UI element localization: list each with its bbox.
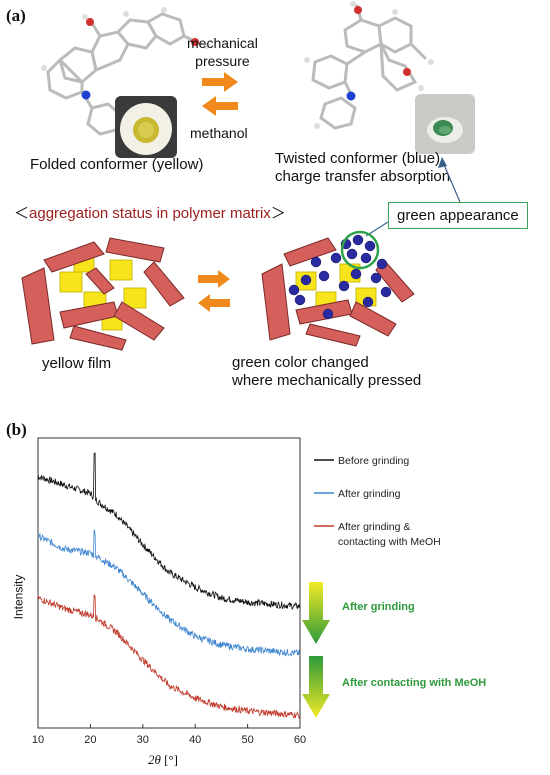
green-film-illustration bbox=[261, 230, 415, 347]
mechanical-pressure-label: mechanical pressure bbox=[187, 35, 258, 69]
yellow-film-illustration bbox=[21, 237, 185, 351]
legend-label-1: Before grinding bbox=[338, 455, 409, 467]
after-grinding-arrow-icon bbox=[302, 582, 330, 644]
legend-label-3: contacting with MeOH bbox=[338, 536, 441, 548]
xrd-chart: 10 20 30 40 50 60 Before grinding After grindin… bbox=[32, 437, 441, 746]
plot-frame bbox=[37, 437, 301, 729]
x-tick-label: 10 bbox=[32, 734, 44, 746]
after-methanol-arrow-icon bbox=[302, 656, 330, 718]
y-axis-label: Intensity bbox=[11, 574, 26, 620]
green-appearance-box: green appearance bbox=[388, 202, 528, 229]
yellow-film-caption: yellow film bbox=[42, 355, 112, 372]
legend-label-3: After grinding & bbox=[338, 521, 410, 533]
forward-arrow-icon-2 bbox=[198, 270, 230, 288]
aggregation-text: aggregation status in polymer matrix bbox=[29, 205, 271, 222]
x-tick-label: 20 bbox=[84, 734, 96, 746]
panel-b-label: (b) bbox=[6, 420, 27, 439]
forward-arrow-icon bbox=[202, 72, 238, 92]
x-tick-label: 60 bbox=[294, 734, 306, 746]
mechanically-pressed-caption: where mechanically pressed bbox=[232, 372, 422, 389]
reverse-arrow-icon bbox=[202, 96, 238, 116]
x-axis-symbol: 2θ bbox=[148, 752, 161, 767]
methanol-label: methanol bbox=[190, 125, 248, 141]
x-tick-label: 40 bbox=[189, 734, 201, 746]
legend-label-2: After grinding bbox=[338, 488, 401, 500]
x-axis-label: 2θ [°] bbox=[148, 752, 178, 768]
after-grinding-arrow-label: After grinding bbox=[342, 601, 415, 613]
series-line-3 bbox=[37, 594, 300, 719]
aggregation-status-label: ＜aggregation status in polymer matrix＞ bbox=[14, 205, 286, 223]
yellow-powder-photo bbox=[115, 96, 177, 158]
reverse-arrow-icon-2 bbox=[198, 294, 230, 312]
twisted-conformer-caption: Twisted conformer (blue) bbox=[275, 150, 441, 167]
panel-a-label: (a) bbox=[6, 6, 26, 25]
charge-transfer-caption: charge transfer absorption bbox=[275, 168, 451, 185]
green-powder-photo bbox=[415, 94, 475, 154]
series-line-2 bbox=[37, 529, 300, 658]
series-line-1 bbox=[37, 452, 300, 611]
folded-conformer-caption: Folded conformer (yellow) bbox=[30, 156, 204, 173]
x-axis-unit: [°] bbox=[164, 752, 178, 767]
green-changed-caption: green color changed bbox=[232, 354, 369, 371]
folded-conformer-molecule bbox=[41, 7, 209, 139]
x-tick-label: 30 bbox=[137, 734, 149, 746]
after-methanol-arrow-label: After contacting with MeOH bbox=[342, 677, 487, 689]
left-bracket: ＜ bbox=[14, 205, 30, 222]
twisted-conformer-molecule bbox=[304, 1, 434, 130]
right-bracket: ＞ bbox=[270, 205, 286, 222]
x-tick-label: 50 bbox=[241, 734, 253, 746]
